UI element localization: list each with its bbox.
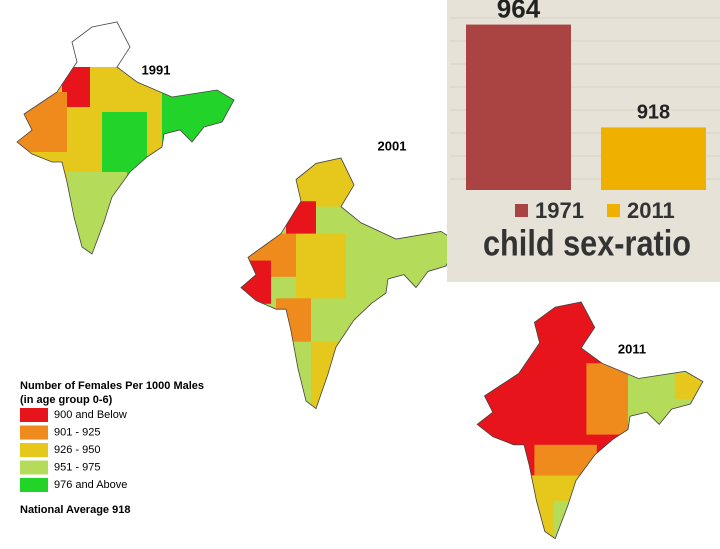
legend: 900 and Below 901 - 925 926 - 950 951 - 975… [20,408,127,492]
map-label: 2011 [618,341,646,356]
bar [601,127,706,190]
map-label: 1991 [142,62,171,77]
map-2011 [476,301,704,540]
map-2001 [240,157,459,410]
legend-subtitle: (in age group 0-6) [20,394,113,406]
legend-note: National Average 918 [20,504,130,516]
legend-label: 900 and Below [54,409,127,421]
legend-swatch [515,204,528,217]
legend-label: 976 and Above [54,479,127,491]
legend-swatch [20,408,48,422]
legend-swatch [20,478,48,492]
legend-swatch [20,460,48,475]
chart: 964 1971 918 2011 [450,0,720,223]
legend-label: 1971 [535,198,584,223]
map-1991 [16,21,235,255]
legend-label: 926 - 950 [54,444,100,456]
legend-swatch [20,443,48,457]
bar [466,24,571,190]
legend-title: Number of Females Per 1000 Males [20,380,204,392]
legend-swatch [20,425,48,440]
value-label: 918 [637,102,670,124]
value-label: 964 [497,0,541,23]
map-label: 2001 [378,138,407,153]
legend-label: 951 - 975 [54,461,100,473]
chart-title: child sex-ratio [483,223,691,264]
legend-label: 2011 [627,198,675,223]
legend-label: 901 - 925 [54,426,100,438]
legend-swatch [607,204,620,217]
